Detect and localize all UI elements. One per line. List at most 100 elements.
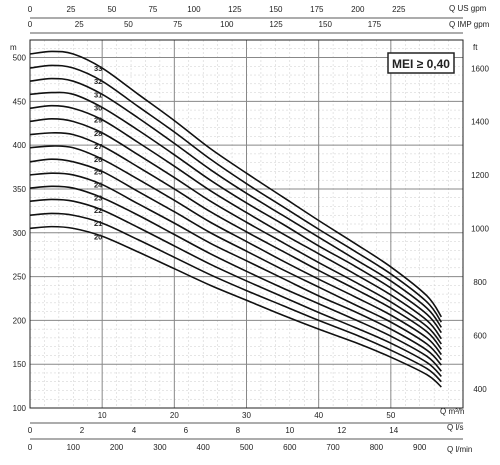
y-left-tick: 300 (13, 229, 27, 238)
x-lmin-tick: 200 (110, 443, 124, 452)
x-ls-tick: 12 (337, 426, 346, 435)
y-left-tick: 450 (13, 97, 27, 106)
x-ls-tick: 6 (184, 426, 189, 435)
x-usgpm-tick: 50 (107, 5, 116, 14)
x-ls-tick: 10 (285, 426, 294, 435)
x-m3h-tick: 20 (170, 411, 179, 420)
curve-label-25: 25 (94, 167, 102, 176)
y-right-tick: 400 (473, 385, 487, 394)
mei-badge (387, 52, 455, 74)
x-usgpm-tick: 75 (148, 5, 157, 14)
curve-label-20: 20 (94, 232, 102, 241)
axis-label-impgpm: Q IMP gpm (449, 20, 490, 29)
x-m3h-tick: 40 (314, 411, 323, 420)
y-right-tick: 1400 (471, 118, 489, 127)
y-left-tick: 100 (13, 404, 27, 413)
x-usgpm-tick: 125 (228, 5, 242, 14)
curve-label-29: 29 (94, 116, 102, 125)
x-lmin-tick: 800 (370, 443, 384, 452)
axis-label-usgpm: Q US gpm (449, 4, 487, 13)
x-lmin-tick: 0 (28, 443, 33, 452)
x-impgpm-tick: 75 (173, 20, 182, 29)
curve-21 (29, 212, 442, 383)
left-unit-label: m (10, 43, 17, 52)
x-usgpm-tick: 225 (392, 5, 406, 14)
right-unit-label: ft (473, 43, 478, 52)
curve-label-24: 24 (94, 181, 103, 190)
x-impgpm-tick: 50 (124, 20, 133, 29)
x-impgpm-tick: 100 (220, 20, 234, 29)
y-left-tick: 500 (13, 54, 27, 63)
x-lmin-tick: 500 (240, 443, 254, 452)
y-left-tick: 150 (13, 360, 27, 369)
x-impgpm-tick: 175 (368, 20, 382, 29)
x-impgpm-tick: 25 (75, 20, 84, 29)
curve-25 (29, 158, 442, 361)
curve-22 (29, 198, 442, 378)
tick-labels-group: 1001502002503003504004505004006008001000… (13, 5, 490, 452)
y-right-tick: 1200 (471, 171, 489, 180)
curve-label-21: 21 (94, 219, 102, 228)
x-m3h-tick: 30 (242, 411, 251, 420)
curve-label-28: 28 (94, 129, 102, 138)
curve-31 (29, 77, 443, 328)
curve-label-23: 23 (94, 194, 102, 203)
x-usgpm-tick: 175 (310, 5, 324, 14)
y-right-tick: 800 (473, 278, 487, 287)
x-impgpm-tick: 150 (319, 20, 333, 29)
curve-20 (29, 225, 442, 388)
curve-30 (29, 91, 442, 334)
x-impgpm-tick: 0 (28, 20, 33, 29)
curve-29 (29, 104, 442, 340)
y-right-tick: 600 (473, 331, 487, 340)
x-m3h-tick: 50 (386, 411, 395, 420)
curves-group (29, 50, 443, 388)
x-m3h-tick: 10 (98, 411, 107, 420)
x-usgpm-tick: 150 (269, 5, 283, 14)
curve-label-33: 33 (94, 64, 102, 73)
x-usgpm-tick: 200 (351, 5, 365, 14)
x-lmin-tick: 600 (283, 443, 297, 452)
curve-24 (29, 172, 442, 366)
curve-32 (29, 64, 443, 323)
plot-frame (29, 39, 464, 409)
curve-label-27: 27 (94, 142, 102, 151)
curve-26 (29, 145, 442, 356)
x-lmin-tick: 400 (197, 443, 211, 452)
x-usgpm-tick: 25 (67, 5, 76, 14)
curve-28 (29, 118, 442, 345)
axis-label-ls: Q l/s (447, 423, 463, 432)
x-ls-tick: 14 (389, 426, 398, 435)
x-impgpm-tick: 125 (269, 20, 283, 29)
mei-badge-text: MEI ≥ 0,40 (392, 57, 450, 71)
curve-label-31: 31 (94, 90, 102, 99)
y-left-tick: 250 (13, 273, 27, 282)
y-right-tick: 1000 (471, 225, 489, 234)
curve-33 (29, 50, 443, 318)
curve-label-26: 26 (94, 155, 102, 164)
x-ls-tick: 4 (132, 426, 137, 435)
y-left-tick: 200 (13, 316, 27, 325)
x-ls-tick: 2 (80, 426, 85, 435)
x-lmin-tick: 900 (413, 443, 427, 452)
x-usgpm-tick: 100 (187, 5, 201, 14)
axis-label-lmin: Q l/min (447, 445, 472, 454)
x-ls-tick: 8 (236, 426, 241, 435)
x-lmin-tick: 300 (153, 443, 167, 452)
curve-labels-group: 20 21 22 23 24 25 26 27 28 29 30 31 32 33 (94, 64, 103, 241)
y-left-tick: 400 (13, 141, 27, 150)
x-ls-tick: 0 (28, 426, 33, 435)
curve-label-30: 30 (94, 103, 102, 112)
x-lmin-tick: 100 (67, 443, 81, 452)
curve-label-22: 22 (94, 206, 102, 215)
curve-label-32: 32 (94, 77, 102, 86)
axis-label-m3h: Q m³/h (440, 407, 464, 416)
x-lmin-tick: 700 (326, 443, 340, 452)
y-right-tick: 1600 (471, 64, 489, 73)
y-left-tick: 350 (13, 185, 27, 194)
curve-23 (29, 185, 442, 372)
curve-27 (29, 132, 442, 350)
x-usgpm-tick: 0 (28, 5, 33, 14)
